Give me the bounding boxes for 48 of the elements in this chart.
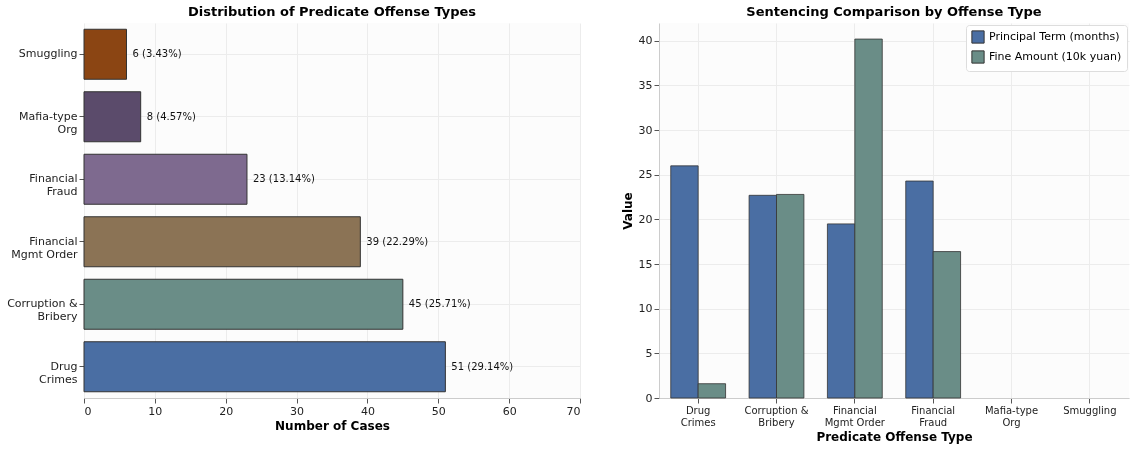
x-tick-label: Mafia-type Org bbox=[984, 404, 1039, 428]
x-tick-label: Financial Fraud bbox=[911, 404, 956, 428]
x-tick-label: 20 bbox=[219, 404, 234, 418]
y-tick-label: 35 bbox=[638, 79, 653, 92]
y-tick-label: Corruption & Bribery bbox=[7, 297, 78, 324]
bar bbox=[83, 91, 142, 143]
y-tick-label: 15 bbox=[638, 257, 653, 271]
data-label: 39 (22.29%) bbox=[366, 235, 429, 247]
y-tick-label: 5 bbox=[645, 346, 653, 360]
data-label: 23 (13.14%) bbox=[252, 173, 315, 185]
x-tick-label: Corruption & Bribery bbox=[744, 404, 809, 428]
x-axis-title: Number of Cases bbox=[275, 418, 390, 433]
y-tick-label: Financial Mgmt Order bbox=[11, 234, 78, 261]
y-tick-label: 20 bbox=[638, 212, 653, 226]
bar bbox=[83, 153, 248, 205]
x-tick-label: Financial Mgmt Order bbox=[824, 404, 886, 428]
y-tick-label: 40 bbox=[638, 34, 653, 48]
bar bbox=[83, 341, 446, 393]
x-tick-label: 50 bbox=[431, 404, 446, 418]
bar bbox=[83, 216, 361, 268]
x-tick-label: 60 bbox=[502, 404, 517, 418]
chart-title: Sentencing Comparison by Offense Type bbox=[746, 4, 1042, 19]
x-tick-label: Drug Crimes bbox=[680, 404, 716, 428]
x-tick-label: Smuggling bbox=[1063, 404, 1117, 416]
x-tick-label: 10 bbox=[148, 404, 163, 418]
data-label: 51 (29.14%) bbox=[451, 360, 514, 372]
legend-label: Fine Amount (10k yuan) bbox=[989, 50, 1122, 63]
x-tick-label: 40 bbox=[360, 404, 375, 418]
data-label: 8 (4.57%) bbox=[146, 110, 196, 122]
x-tick-label: 70 bbox=[566, 404, 581, 418]
x-axis-title: Predicate Offense Type bbox=[816, 429, 973, 444]
chart-title: Distribution of Predicate Offense Types bbox=[187, 4, 477, 19]
y-axis-title: Value bbox=[620, 192, 635, 230]
y-tick-label: Drug Crimes bbox=[39, 359, 78, 386]
x-tick-label: 30 bbox=[290, 404, 305, 418]
data-label: 6 (3.43%) bbox=[132, 48, 182, 60]
y-tick-label: 0 bbox=[645, 391, 653, 405]
y-tick-label: Mafia-type Org bbox=[19, 109, 78, 136]
bar bbox=[83, 278, 404, 330]
data-label: 45 (25.71%) bbox=[408, 298, 471, 310]
legend-label: Principal Term (months) bbox=[989, 30, 1120, 43]
y-tick-label: 10 bbox=[638, 302, 653, 316]
y-tick-label: Smuggling bbox=[18, 47, 78, 61]
y-tick-label: Financial Fraud bbox=[29, 172, 78, 199]
bar bbox=[83, 28, 128, 80]
y-tick-label: 30 bbox=[638, 123, 653, 137]
x-tick-label: 0 bbox=[84, 404, 92, 418]
y-tick-label: 25 bbox=[638, 168, 653, 182]
